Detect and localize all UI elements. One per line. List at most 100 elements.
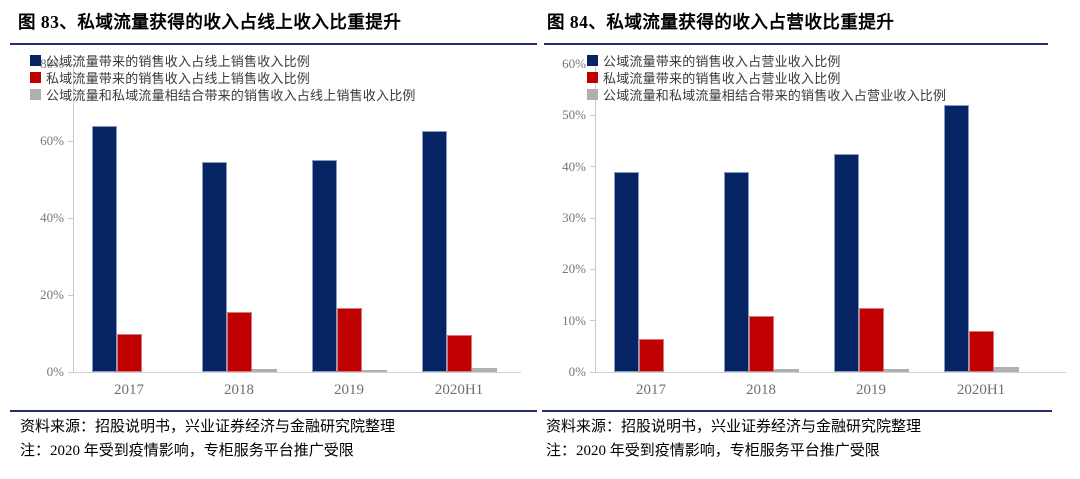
bar-groups: 2017 2018 2019 2020H1 <box>596 64 1066 398</box>
bar-group-2020H1: 2020H1 <box>943 64 1019 398</box>
legend-item-combined-traffic: 公域流量和私域流量相结合带来的销售收入占营业收入比例 <box>587 86 946 103</box>
footer-divider <box>10 410 537 412</box>
y-axis-tick <box>68 294 73 296</box>
legend-label: 公域流量带来的销售收入占线上销售收入比例 <box>46 54 311 69</box>
bar-public-traffic-2019 <box>311 160 337 372</box>
bar-private-traffic-2020H1 <box>968 330 994 372</box>
bar-combined-traffic-2020H1 <box>993 366 1019 372</box>
public-traffic-legend-swatch <box>30 55 41 66</box>
y-axis-tick <box>68 217 73 219</box>
y-axis-label: 0% <box>568 364 586 379</box>
figure-83-panel: 图 83、私域流量获得的收入占线上收入比重提升 0% 20% 40% 60% 80% 2… <box>0 12 537 459</box>
plot-area: 2017 2018 2019 2020H1 <box>68 63 521 398</box>
bar-public-traffic-2018 <box>723 171 749 372</box>
bar-private-traffic-2019 <box>858 307 884 372</box>
bar-public-traffic-2018 <box>201 162 227 372</box>
title-underline <box>10 43 537 45</box>
bar-group-2020H1: 2020H1 <box>421 64 497 398</box>
bar-group-2018: 2018 <box>201 64 277 398</box>
bar-group-2017: 2017 <box>613 64 689 398</box>
combined-traffic-legend-swatch <box>587 89 598 100</box>
bar-group-2019: 2019 <box>311 64 387 398</box>
bar-private-traffic-2019 <box>336 308 362 372</box>
bar-public-traffic-2020H1 <box>421 131 447 372</box>
bar-combined-traffic-2019 <box>361 370 387 372</box>
y-axis-label: 40% <box>562 158 586 174</box>
y-axis-label: 40% <box>40 210 64 225</box>
bar-group-2019: 2019 <box>833 64 909 398</box>
legend-item-public-traffic: 公域流量带来的销售收入占线上销售收入比例 <box>30 52 416 69</box>
bar-group-2017: 2017 <box>91 64 167 398</box>
figure-84-title: 图 84、私域流量获得的收入占营收比重提升 <box>547 12 895 32</box>
legend-item-combined-traffic: 公域流量和私域流量相结合带来的销售收入占线上销售收入比例 <box>30 86 416 103</box>
bar-private-traffic-2017 <box>638 338 664 372</box>
private-traffic-legend-swatch <box>30 72 41 83</box>
legend: 公域流量带来的销售收入占营业收入比例 私域流量带来的销售收入占营业收入比例公域流量… <box>587 52 946 103</box>
x-axis-label-2020H1: 2020H1 <box>434 382 484 398</box>
combined-traffic-legend-swatch <box>30 89 41 100</box>
y-axis-tick <box>590 371 595 373</box>
x-axis-label-2017: 2017 <box>636 382 666 398</box>
source-text: 资料来源：招股说明书，兴业证券经济与金融研究院整理 <box>20 419 396 435</box>
y-axis-label: 60% <box>562 56 586 71</box>
bar-public-traffic-2017 <box>613 171 639 372</box>
figure-84-bar-chart: 0% 10% 20% 30% 40% 50% 60% 2017 2018 2019 2020H1 … <box>540 0 1080 479</box>
y-axis-label: 50% <box>562 107 586 123</box>
y-axis-labels: 0% 10% 20% 30% 40% 50% 60% <box>540 56 586 379</box>
figure-83-bar-chart: 0% 20% 40% 60% 80% 2017 2018 2019 2020H1 公域流量带来… <box>0 52 521 398</box>
bar-combined-traffic-2019 <box>883 369 909 372</box>
y-axis-labels: 0% 20% 40% 60% 80% <box>0 56 64 379</box>
y-axis-tick <box>590 217 595 219</box>
bar-combined-traffic-2018 <box>773 368 799 372</box>
bar-private-traffic-2020H1 <box>446 335 472 372</box>
y-axis-label: 0% <box>46 364 64 379</box>
legend-item-public-traffic: 公域流量带来的销售收入占营业收入比例 <box>587 52 946 69</box>
y-axis-label: 20% <box>562 261 586 277</box>
legend-item-private-traffic: 私域流量带来的销售收入占营业收入比例 <box>587 69 946 86</box>
bar-combined-traffic-2020H1 <box>471 368 497 372</box>
y-axis-label: 30% <box>562 210 586 225</box>
legend-label: 公域流量和私域流量相结合带来的销售收入占线上销售收入比例 <box>46 88 416 103</box>
bar-private-traffic-2018 <box>748 315 774 372</box>
plot-area: 2017 2018 2019 2020H1 <box>590 63 1066 398</box>
public-traffic-legend-swatch <box>587 55 598 66</box>
note-text: 注：2020 年受到疫情影响，专柜服务平台推广受限 <box>20 443 354 459</box>
x-axis-label-2017: 2017 <box>114 382 144 398</box>
x-axis-label-2019: 2019 <box>856 382 886 398</box>
legend-label: 私域流量带来的销售收入占营业收入比例 <box>603 71 841 86</box>
y-axis-tick <box>590 268 595 270</box>
figure-84-panel: 图 84、私域流量获得的收入占营收比重提升 0% 10% 20% 30% 40% 50% 6… <box>540 0 1080 479</box>
y-axis-label: 20% <box>40 287 64 302</box>
y-axis-label: 60% <box>40 133 64 148</box>
bar-private-traffic-2018 <box>226 312 252 372</box>
private-traffic-legend-swatch <box>587 72 598 83</box>
x-axis-label-2019: 2019 <box>334 382 364 398</box>
bar-public-traffic-2020H1 <box>943 105 969 372</box>
y-axis-label: 10% <box>562 312 586 328</box>
title-underline <box>544 43 1048 45</box>
x-axis-label-2020H1: 2020H1 <box>956 382 1006 398</box>
y-axis-tick <box>590 320 595 322</box>
bar-group-2018: 2018 <box>723 64 799 398</box>
legend-item-private-traffic: 私域流量带来的销售收入占线上销售收入比例 <box>30 69 416 86</box>
note-text: 注：2020 年受到疫情影响，专柜服务平台推广受限 <box>546 443 880 459</box>
y-axis-label: 80% <box>40 56 64 71</box>
y-axis-tick <box>68 140 73 142</box>
bar-public-traffic-2017 <box>91 125 117 372</box>
bar-private-traffic-2017 <box>116 333 142 372</box>
legend: 公域流量带来的销售收入占线上销售收入比例 私域流量带来的销售收入占线上销售收入比例… <box>30 52 416 103</box>
y-axis-tick <box>590 166 595 168</box>
y-axis-tick <box>590 114 595 116</box>
figure-83-title: 图 83、私域流量获得的收入占线上收入比重提升 <box>18 12 402 32</box>
x-axis-label-2018: 2018 <box>224 382 254 398</box>
legend-label: 公域流量和私域流量相结合带来的销售收入占营业收入比例 <box>603 88 947 103</box>
x-axis-label-2018: 2018 <box>746 382 776 398</box>
bar-combined-traffic-2018 <box>251 368 277 372</box>
footer-divider <box>542 410 1052 412</box>
bar-groups: 2017 2018 2019 2020H1 <box>74 64 521 398</box>
legend-label: 公域流量带来的销售收入占营业收入比例 <box>603 54 841 69</box>
y-axis-tick <box>68 371 73 373</box>
bar-public-traffic-2019 <box>833 153 859 372</box>
y-axis-tick <box>68 63 73 65</box>
